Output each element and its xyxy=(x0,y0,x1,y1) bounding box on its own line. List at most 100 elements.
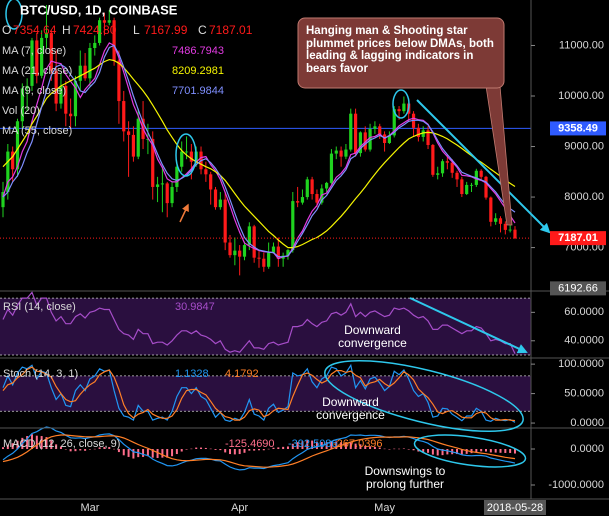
candle-body xyxy=(252,226,256,258)
y-tick-label: 8000.00 xyxy=(564,191,604,203)
macd-histogram-bar xyxy=(257,449,260,451)
indicator-line xyxy=(2,291,516,354)
macd-histogram-bar xyxy=(190,448,193,450)
macd-histogram-bar xyxy=(349,441,352,450)
y-tick-label: 10000.00 xyxy=(558,90,604,102)
macd-histogram-bar xyxy=(509,449,512,453)
macd-histogram-bar xyxy=(45,437,48,450)
macd-histogram-bar xyxy=(35,435,38,450)
candle-body xyxy=(363,132,367,150)
annotations xyxy=(5,0,551,468)
candle-body xyxy=(378,126,382,135)
candle-body xyxy=(69,113,73,117)
candle-body xyxy=(160,183,164,185)
macd-note: Downswings to prolong further xyxy=(365,465,446,491)
candle-body xyxy=(358,132,363,154)
macd-histogram-bar xyxy=(262,449,265,451)
candle-body xyxy=(83,65,87,79)
macd-histogram-bar xyxy=(282,446,285,450)
macd-line xyxy=(2,426,516,471)
panel-value: -392.5086 xyxy=(288,438,338,450)
macd-histogram-bar xyxy=(378,447,381,450)
candle-body xyxy=(305,179,309,198)
panel-title: Stoch (14, 3, 1) xyxy=(3,368,78,380)
macd-histogram-bar xyxy=(373,446,376,450)
x-tick-label: 2018-05-28 xyxy=(487,502,543,514)
candle-body xyxy=(349,113,353,150)
ohlc-key: H xyxy=(62,23,71,37)
candle-body xyxy=(146,138,150,140)
date-tag xyxy=(483,500,546,515)
stoch-annotation: Downward convergence xyxy=(316,396,385,422)
candle-body xyxy=(40,37,44,76)
macd-histogram-bar xyxy=(311,440,314,450)
macd-histogram-bar xyxy=(398,448,401,450)
ohlc-value: 7424.80 xyxy=(73,23,117,37)
macd-histogram-bar xyxy=(166,449,169,458)
candle-body xyxy=(373,126,377,129)
macd-histogram-bar xyxy=(74,449,77,452)
macd-histogram-bar xyxy=(494,449,497,453)
macd-histogram-bar xyxy=(369,446,372,450)
macd-histogram-bar xyxy=(456,449,459,455)
macd-histogram-bar xyxy=(354,443,357,450)
candle-body xyxy=(35,40,39,76)
candle-body xyxy=(460,179,464,195)
candle-body xyxy=(479,170,483,177)
candle-body xyxy=(223,199,227,243)
candle-body xyxy=(465,184,469,195)
macd-line xyxy=(2,434,516,468)
macd-histogram-bar xyxy=(175,449,178,455)
macd-histogram-bar xyxy=(233,449,236,455)
macd-histogram-bar xyxy=(209,448,212,450)
candle-body xyxy=(426,130,430,146)
x-tick-label: Apr xyxy=(231,502,248,514)
candle-body xyxy=(117,60,121,102)
candle-body xyxy=(436,173,440,175)
ohlc-key: O xyxy=(2,23,11,37)
candle-body xyxy=(165,183,169,204)
candle-body xyxy=(291,201,295,251)
y-tick-label: 0.0000 xyxy=(570,443,604,455)
macd-histogram-bar xyxy=(180,449,183,452)
candle-body xyxy=(300,197,305,203)
panel-title: RSI (14, close) xyxy=(3,301,76,313)
y-tick-label: 9000.00 xyxy=(564,140,604,152)
macd-histogram-bar xyxy=(11,443,14,450)
macd-histogram-bar xyxy=(64,449,67,450)
y-tick-label: 50.0000 xyxy=(564,387,604,399)
macd-histogram-bar xyxy=(301,441,304,450)
panel-value: 30.9847 xyxy=(175,301,215,313)
macd-histogram-bar xyxy=(30,434,33,450)
hline-label: 9358.49 xyxy=(558,122,598,134)
candle-body xyxy=(489,197,493,222)
candle-body xyxy=(440,161,445,174)
candle-body xyxy=(257,257,261,259)
band xyxy=(0,375,531,412)
candle-body xyxy=(233,250,237,256)
macd-histogram-bar xyxy=(364,445,367,450)
macd-histogram-bar xyxy=(393,448,396,450)
macd-histogram-bar xyxy=(480,449,483,452)
macd-histogram-bar xyxy=(436,449,439,456)
low-tag xyxy=(550,281,606,296)
y-tick-label: -1000.0000 xyxy=(548,479,604,491)
macd-histogram-bar xyxy=(489,449,492,453)
candle-body xyxy=(325,182,329,189)
candle-body xyxy=(175,166,179,187)
annotation-text: Hanging man & Shooting star plummet pric… xyxy=(306,25,494,75)
panel-value: 1.1328 xyxy=(175,368,209,380)
annotation-box: Hanging man & Shooting star plummet pric… xyxy=(306,25,494,75)
candle-body xyxy=(189,151,193,162)
candle-body xyxy=(136,118,140,157)
macd-histogram-bar xyxy=(88,449,91,450)
macd-histogram-bar xyxy=(315,441,318,450)
macd-histogram-bar xyxy=(412,449,415,451)
macd-histogram-bar xyxy=(431,449,434,455)
candle-body xyxy=(54,70,58,104)
macd-histogram-bar xyxy=(291,443,294,450)
legend-value: 8209.2981 xyxy=(172,65,224,77)
candle-body xyxy=(262,258,266,267)
y-tick-label: 11000.00 xyxy=(559,39,604,51)
